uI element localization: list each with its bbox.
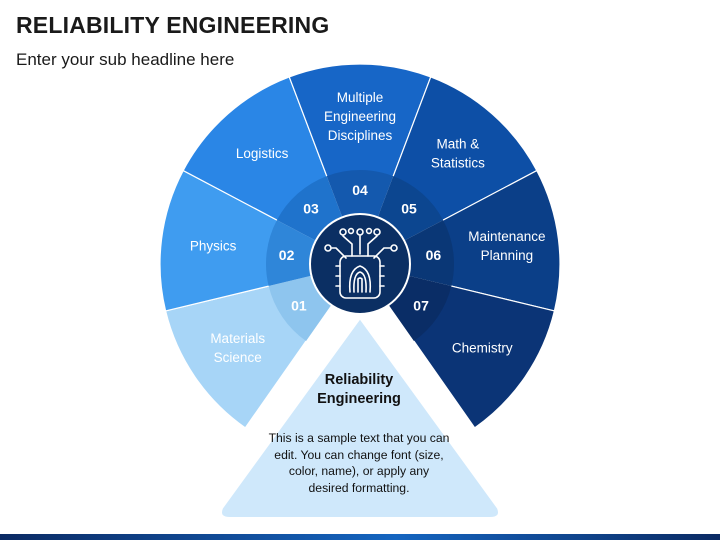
fingerprint-chip-icon bbox=[324, 227, 398, 299]
segment-label-01: Materials Science bbox=[210, 331, 265, 365]
segment-number-07: 07 bbox=[413, 298, 429, 314]
segment-label-line: Statistics bbox=[431, 156, 485, 171]
segment-label-line: Science bbox=[214, 350, 262, 365]
callout-title: Reliability Engineering bbox=[317, 372, 401, 407]
bottom-accent-bar bbox=[0, 534, 720, 540]
segment-label-04: Multiple Engineering Disciplines bbox=[324, 90, 396, 143]
segment-label-line: Logistics bbox=[236, 146, 289, 161]
segment-number-04: 04 bbox=[352, 182, 368, 198]
segment-label-05: Math & Statistics bbox=[431, 137, 485, 171]
segment-label-line: Physics bbox=[190, 239, 237, 254]
segment-label-02: Physics bbox=[190, 239, 237, 254]
segment-label-line: Materials bbox=[210, 331, 265, 346]
center-circle bbox=[309, 213, 411, 315]
segment-number-06: 06 bbox=[426, 247, 442, 263]
segment-label-07: Chemistry bbox=[452, 340, 513, 355]
page-subtitle: Enter your sub headline here bbox=[16, 50, 235, 69]
segment-label-line: Chemistry bbox=[452, 340, 513, 355]
segment-label-line: Engineering bbox=[324, 109, 396, 124]
wheel-segment-04 bbox=[288, 63, 432, 266]
segment-number-01: 01 bbox=[291, 298, 307, 314]
page-title: RELIABILITY ENGINEERING bbox=[16, 12, 330, 38]
segment-number-03: 03 bbox=[303, 201, 319, 217]
segment-number-05: 05 bbox=[401, 201, 417, 217]
segment-label-06: Maintenance Planning bbox=[468, 229, 545, 263]
segment-label-03: Logistics bbox=[236, 146, 289, 161]
segment-label-line: Maintenance bbox=[468, 229, 545, 244]
callout-triangle bbox=[220, 316, 500, 519]
segment-label-line: Disciplines bbox=[328, 128, 393, 143]
segment-label-line: Multiple bbox=[337, 90, 384, 105]
segment-label-line: Planning bbox=[481, 248, 534, 263]
segment-number-02: 02 bbox=[279, 247, 295, 263]
segment-label-line: Math & bbox=[437, 137, 480, 152]
callout-body-text: This is a sample text that you can edit.… bbox=[268, 431, 450, 495]
